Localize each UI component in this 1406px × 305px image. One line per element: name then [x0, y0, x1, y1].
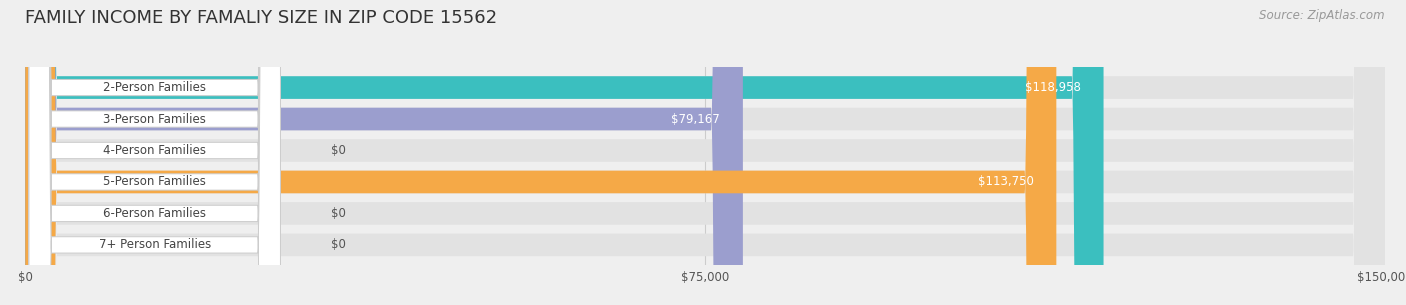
Text: FAMILY INCOME BY FAMALIY SIZE IN ZIP CODE 15562: FAMILY INCOME BY FAMALIY SIZE IN ZIP COD…	[25, 9, 498, 27]
FancyBboxPatch shape	[25, 0, 1104, 305]
FancyBboxPatch shape	[25, 0, 1385, 305]
FancyBboxPatch shape	[30, 0, 280, 305]
FancyBboxPatch shape	[25, 0, 1056, 305]
FancyBboxPatch shape	[25, 0, 1385, 305]
Text: 2-Person Families: 2-Person Families	[103, 81, 207, 94]
FancyBboxPatch shape	[25, 0, 1385, 305]
FancyBboxPatch shape	[30, 0, 280, 305]
Text: $0: $0	[332, 207, 346, 220]
FancyBboxPatch shape	[25, 0, 1385, 305]
Text: 6-Person Families: 6-Person Families	[103, 207, 207, 220]
Text: $79,167: $79,167	[672, 113, 720, 126]
Text: Source: ZipAtlas.com: Source: ZipAtlas.com	[1260, 9, 1385, 22]
Text: $118,958: $118,958	[1025, 81, 1081, 94]
FancyBboxPatch shape	[30, 0, 280, 305]
Text: $0: $0	[332, 144, 346, 157]
FancyBboxPatch shape	[25, 0, 1385, 305]
Text: 3-Person Families: 3-Person Families	[103, 113, 207, 126]
FancyBboxPatch shape	[25, 0, 742, 305]
FancyBboxPatch shape	[25, 0, 1385, 305]
Text: 7+ Person Families: 7+ Person Families	[98, 239, 211, 251]
Text: 4-Person Families: 4-Person Families	[103, 144, 207, 157]
FancyBboxPatch shape	[30, 0, 280, 305]
FancyBboxPatch shape	[30, 0, 280, 305]
FancyBboxPatch shape	[30, 0, 280, 305]
Text: 5-Person Families: 5-Person Families	[103, 175, 207, 188]
Text: $0: $0	[332, 239, 346, 251]
Text: $113,750: $113,750	[977, 175, 1033, 188]
